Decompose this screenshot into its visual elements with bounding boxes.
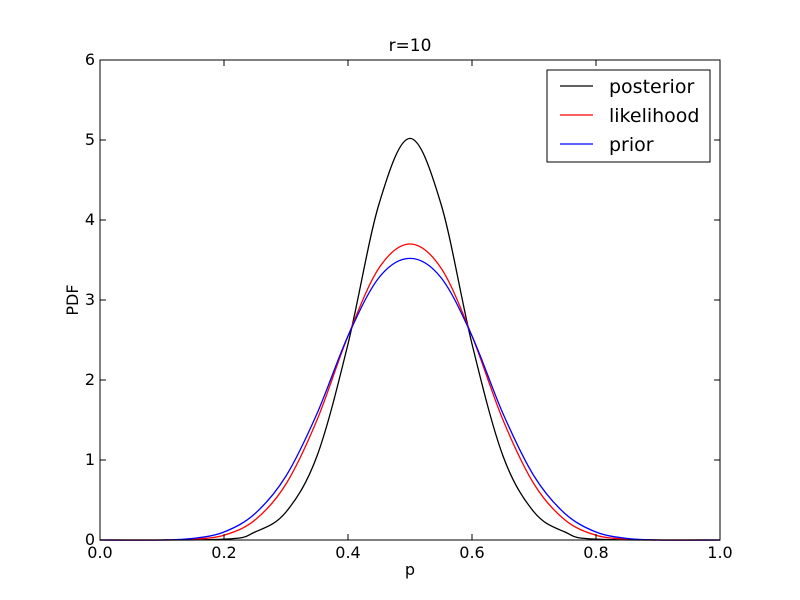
- x-axis-label: p: [405, 560, 415, 579]
- y-tick-label: 2: [85, 370, 95, 389]
- y-tick-label: 5: [85, 130, 95, 149]
- legend-box: [546, 69, 711, 163]
- series-line-posterior: [99, 137, 721, 541]
- x-tick-label: 0.0: [87, 543, 112, 562]
- y-axis-ticks: 0 1 2 3 4 5 6: [85, 50, 720, 549]
- legend-label-likelihood: likelihood: [609, 105, 699, 127]
- legend: posterior likelihood prior: [546, 69, 711, 163]
- legend-label-posterior: posterior: [609, 76, 694, 98]
- y-tick-label: 3: [85, 290, 95, 309]
- series-line-prior: [99, 257, 721, 541]
- x-tick-label: 0.8: [583, 543, 608, 562]
- legend-label-prior: prior: [609, 134, 654, 156]
- x-tick-label: 0.6: [459, 543, 484, 562]
- x-axis-ticks: 0.0 0.2 0.4 0.6 0.8 1.0: [87, 60, 733, 562]
- series-line-likelihood: [99, 243, 721, 541]
- y-tick-label: 6: [85, 50, 95, 69]
- x-tick-label: 0.2: [211, 543, 236, 562]
- y-tick-label: 4: [85, 210, 95, 229]
- y-tick-label: 1: [85, 450, 95, 469]
- x-tick-label: 1.0: [707, 543, 732, 562]
- plot-lines: [99, 137, 721, 541]
- chart-title: r=10: [389, 36, 432, 56]
- x-tick-label: 0.4: [335, 543, 360, 562]
- y-axis-label: PDF: [63, 284, 82, 315]
- y-tick-label: 0: [85, 530, 95, 549]
